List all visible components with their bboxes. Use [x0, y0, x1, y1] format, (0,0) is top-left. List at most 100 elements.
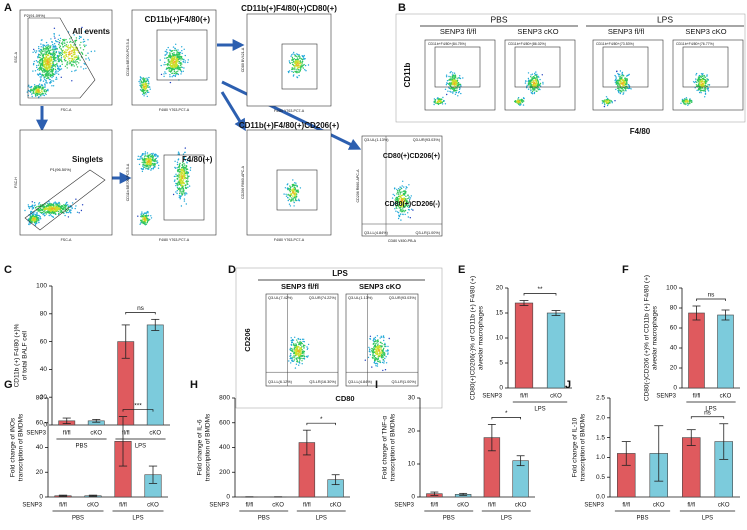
event-dot [45, 71, 46, 72]
event-dot [46, 90, 47, 91]
event-dot [49, 50, 50, 51]
event-dot [286, 196, 287, 197]
event-dot [33, 90, 34, 91]
event-dot [180, 56, 181, 57]
event-dot [62, 44, 63, 45]
y-tick-label: 800 [219, 395, 230, 402]
event-dot [42, 87, 43, 88]
event-dot [139, 159, 140, 160]
event-dot [158, 165, 159, 166]
event-dot [606, 102, 607, 103]
event-dot [48, 53, 49, 54]
event-dot [155, 160, 156, 161]
event-dot [296, 194, 297, 195]
significance-bracket [524, 294, 556, 296]
event-dot [447, 91, 448, 92]
event-dot [698, 80, 699, 81]
event-dot [602, 102, 603, 103]
event-dot [400, 193, 401, 194]
event-dot [170, 82, 171, 83]
event-dot [290, 187, 291, 188]
row-label: SENP3 [584, 503, 604, 509]
event-dot [700, 81, 701, 82]
event-dot [614, 100, 615, 101]
event-dot [606, 101, 607, 102]
event-dot [142, 216, 143, 217]
event-dot [79, 38, 80, 39]
event-dot [291, 360, 292, 361]
event-dot [79, 60, 80, 61]
event-dot [538, 81, 539, 82]
event-dot [142, 165, 143, 166]
event-dot [41, 39, 42, 40]
event-dot [46, 65, 47, 66]
y-tick-label: 60 [36, 419, 44, 426]
event-dot [298, 59, 299, 60]
event-dot [32, 52, 33, 53]
event-dot [185, 60, 186, 61]
x-tick-label: cKO [457, 503, 469, 509]
event-dot [182, 194, 183, 195]
event-dot [285, 187, 286, 188]
event-dot [381, 354, 382, 355]
event-dot [62, 51, 63, 52]
event-dot [705, 83, 706, 84]
event-dot [293, 194, 294, 195]
bar [682, 438, 700, 497]
event-dot [165, 64, 166, 65]
y-axis-label: CD80 BV421-A [241, 47, 245, 72]
event-dot [79, 212, 80, 213]
event-dot [616, 77, 617, 78]
event-dot [166, 68, 167, 69]
event-dot [299, 358, 300, 359]
event-dot [142, 162, 143, 163]
event-dot [704, 88, 705, 89]
event-dot [68, 206, 69, 207]
event-dot [146, 86, 147, 87]
flow-plot [132, 10, 216, 105]
event-dot [293, 188, 294, 189]
event-dot [48, 61, 49, 62]
event-dot [177, 164, 178, 165]
bar [718, 315, 734, 388]
event-dot [699, 75, 700, 76]
event-dot [146, 83, 147, 84]
event-dot [532, 74, 533, 75]
event-dot [703, 90, 704, 91]
event-dot [382, 370, 383, 371]
event-dot [389, 338, 390, 339]
event-dot [368, 347, 369, 348]
group-label: LPS [702, 516, 713, 522]
event-dot [139, 79, 140, 80]
event-dot [290, 353, 291, 354]
event-dot [179, 171, 180, 172]
event-dot [58, 59, 59, 60]
event-dot [394, 188, 395, 189]
event-dot [140, 78, 141, 79]
event-dot [179, 195, 180, 196]
event-dot [61, 68, 62, 69]
event-dot [57, 48, 58, 49]
event-dot [373, 338, 374, 339]
event-dot [528, 89, 529, 90]
event-dot [55, 209, 56, 210]
event-dot [47, 204, 48, 205]
event-dot [183, 170, 184, 171]
event-dot [184, 62, 185, 63]
event-dot [297, 357, 298, 358]
event-dot [409, 196, 410, 197]
event-dot [297, 57, 298, 58]
event-dot [177, 71, 178, 72]
event-dot [75, 62, 76, 63]
event-dot [73, 59, 74, 60]
event-dot [53, 61, 54, 62]
event-dot [616, 81, 617, 82]
event-dot [528, 78, 529, 79]
event-dot [47, 72, 48, 73]
event-dot [29, 87, 30, 88]
event-dot [687, 101, 688, 102]
event-dot [47, 59, 48, 60]
event-dot [146, 158, 147, 159]
event-dot [178, 59, 179, 60]
event-dot [289, 60, 290, 61]
